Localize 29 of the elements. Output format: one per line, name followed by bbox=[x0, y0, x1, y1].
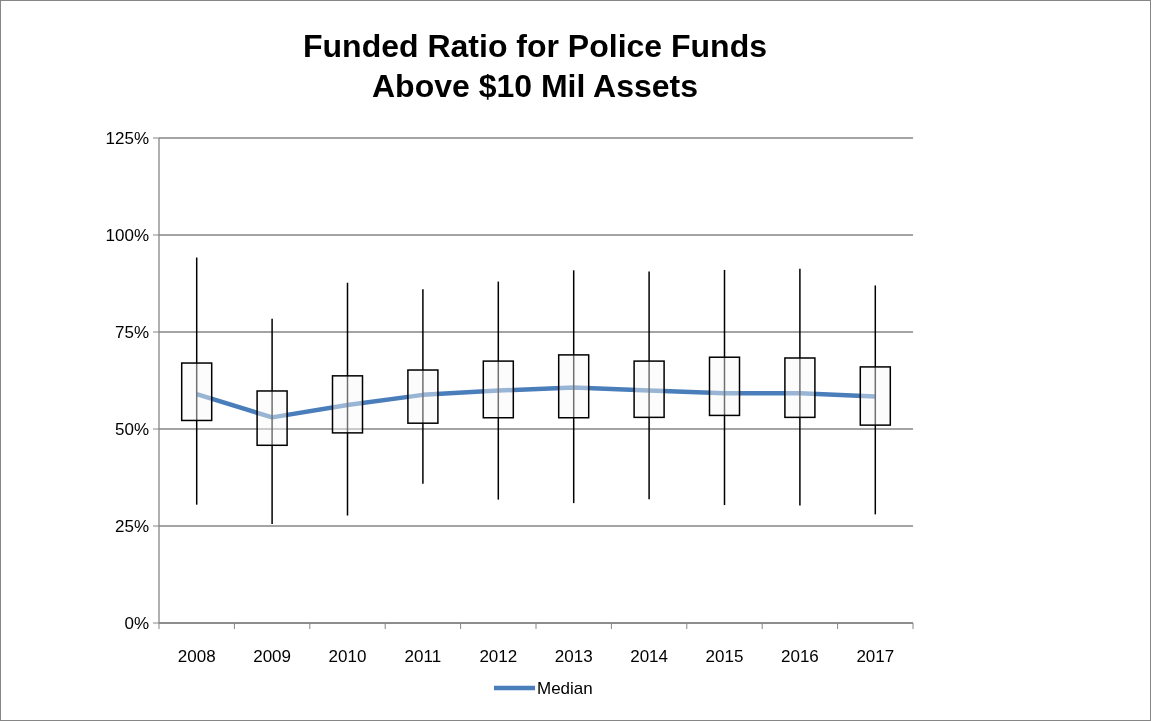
y-tick-label: 75% bbox=[114, 322, 149, 342]
x-tick-label: 2015 bbox=[705, 647, 744, 666]
y-tick-label: 0% bbox=[124, 613, 149, 633]
candlestick bbox=[331, 281, 364, 517]
candlestick bbox=[633, 270, 665, 500]
x-tick-label: 2010 bbox=[328, 647, 367, 666]
x-tick-label: 2012 bbox=[479, 647, 518, 666]
y-tick-label: 25% bbox=[114, 516, 149, 536]
candlestick bbox=[407, 288, 439, 485]
candlestick bbox=[482, 280, 515, 501]
candlestick bbox=[784, 268, 816, 507]
x-tick-label: 2014 bbox=[630, 647, 669, 666]
candlestick bbox=[557, 269, 590, 504]
candlestick bbox=[180, 256, 213, 506]
candlestick bbox=[256, 318, 288, 525]
candlestick bbox=[859, 284, 892, 516]
x-tick-label: 2016 bbox=[780, 647, 819, 666]
x-tick-label: 2013 bbox=[554, 647, 593, 666]
x-tick-label: 2011 bbox=[404, 647, 442, 666]
candlestick bbox=[708, 269, 741, 506]
y-tick-label: 100% bbox=[105, 225, 149, 245]
x-tick-label: 2017 bbox=[856, 647, 895, 666]
chart-title: Funded Ratio for Police Funds Above $10 Mil Assets bbox=[303, 28, 767, 104]
line-series bbox=[194, 385, 878, 420]
y-tick-label: 50% bbox=[114, 419, 149, 439]
x-tick-label: 2008 bbox=[177, 647, 216, 666]
y-tick-label: 125% bbox=[105, 128, 149, 148]
x-tick-label: 2009 bbox=[253, 647, 292, 666]
legend-label: Median bbox=[537, 678, 593, 698]
